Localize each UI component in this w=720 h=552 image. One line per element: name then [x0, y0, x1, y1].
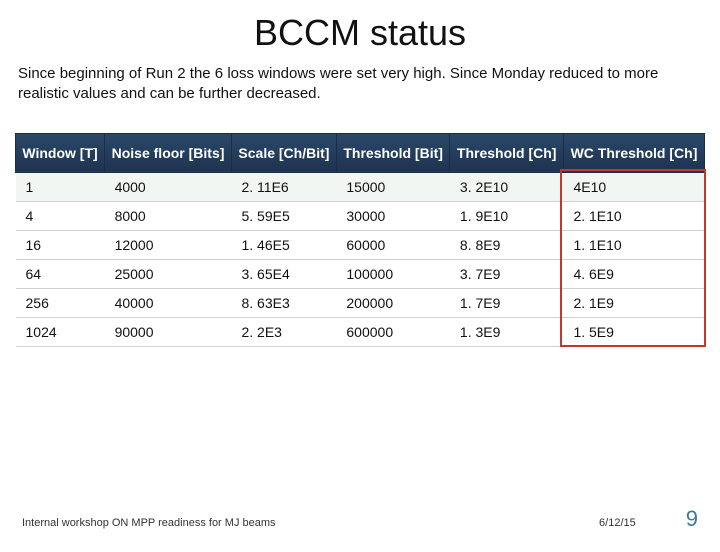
- footer-text: Internal workshop ON MPP readiness for M…: [22, 517, 599, 529]
- table-row: 256400008. 63E32000001. 7E92. 1E9: [16, 288, 705, 317]
- table-row: 1024900002. 2E36000001. 3E91. 5E9: [16, 317, 705, 346]
- table-cell: 1. 5E9: [563, 317, 704, 346]
- table-cell: 200000: [336, 288, 450, 317]
- table-cell: 4: [16, 201, 105, 230]
- table-cell: 2. 2E3: [231, 317, 336, 346]
- slide-title: BCCM status: [0, 12, 720, 54]
- table-cell: 1. 3E9: [450, 317, 564, 346]
- bccm-table: Window [T] Noise floor [Bits] Scale [Ch/…: [15, 133, 705, 347]
- table-cell: 1024: [16, 317, 105, 346]
- table-cell: 40000: [105, 288, 232, 317]
- table-cell: 8000: [105, 201, 232, 230]
- table-header: WC Threshold [Ch]: [563, 133, 704, 172]
- slide-subtitle: Since beginning of Run 2 the 6 loss wind…: [0, 64, 720, 105]
- table-cell: 256: [16, 288, 105, 317]
- table-cell: 3. 2E10: [450, 172, 564, 201]
- table-cell: 2. 1E9: [563, 288, 704, 317]
- table-header-row: Window [T] Noise floor [Bits] Scale [Ch/…: [16, 133, 705, 172]
- table-header: Threshold [Ch]: [450, 133, 564, 172]
- table-cell: 30000: [336, 201, 450, 230]
- table-cell: 1. 1E10: [563, 230, 704, 259]
- table-cell: 3. 65E4: [231, 259, 336, 288]
- table-cell: 1. 46E5: [231, 230, 336, 259]
- table-cell: 8. 63E3: [231, 288, 336, 317]
- footer-date: 6/12/15: [599, 517, 636, 529]
- table-cell: 1. 9E10: [450, 201, 564, 230]
- table-cell: 12000: [105, 230, 232, 259]
- table-cell: 90000: [105, 317, 232, 346]
- table-cell: 60000: [336, 230, 450, 259]
- table-header: Scale [Ch/Bit]: [231, 133, 336, 172]
- table-header: Threshold [Bit]: [336, 133, 450, 172]
- table-cell: 1. 7E9: [450, 288, 564, 317]
- table-row: 16120001. 46E5600008. 8E91. 1E10: [16, 230, 705, 259]
- table-row: 64250003. 65E41000003. 7E94. 6E9: [16, 259, 705, 288]
- table-cell: 15000: [336, 172, 450, 201]
- table-cell: 16: [16, 230, 105, 259]
- table-cell: 100000: [336, 259, 450, 288]
- table-cell: 25000: [105, 259, 232, 288]
- table-cell: 4E10: [563, 172, 704, 201]
- table-cell: 2. 1E10: [563, 201, 704, 230]
- table-cell: 2. 11E6: [231, 172, 336, 201]
- table-row: 480005. 59E5300001. 9E102. 1E10: [16, 201, 705, 230]
- page-number: 9: [686, 506, 698, 532]
- table-cell: 4000: [105, 172, 232, 201]
- table-row: 140002. 11E6150003. 2E104E10: [16, 172, 705, 201]
- table-cell: 8. 8E9: [450, 230, 564, 259]
- table-cell: 1: [16, 172, 105, 201]
- table-container: Window [T] Noise floor [Bits] Scale [Ch/…: [0, 133, 720, 347]
- table-cell: 4. 6E9: [563, 259, 704, 288]
- table-cell: 5. 59E5: [231, 201, 336, 230]
- table-cell: 64: [16, 259, 105, 288]
- table-cell: 600000: [336, 317, 450, 346]
- table-header: Window [T]: [16, 133, 105, 172]
- slide-footer: Internal workshop ON MPP readiness for M…: [0, 506, 720, 532]
- table-cell: 3. 7E9: [450, 259, 564, 288]
- table-header: Noise floor [Bits]: [105, 133, 232, 172]
